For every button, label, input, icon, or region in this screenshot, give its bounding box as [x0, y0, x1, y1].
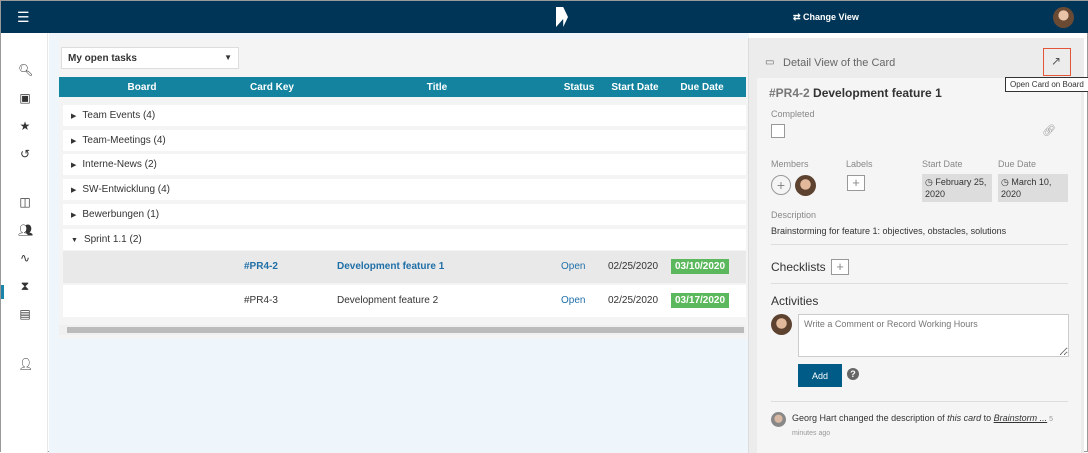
col-title[interactable]: Title [426, 82, 448, 93]
group-label: SW-Entwicklung (4) [82, 184, 171, 195]
card-detail: #PR4-2 Development feature 1 Completed 🔗… [757, 78, 1081, 453]
due-date-label: Due Date [998, 159, 1037, 169]
caret-right-icon: ▶ [71, 212, 77, 219]
team-icon[interactable]: 👥︎ [18, 223, 34, 237]
col-status[interactable]: Status [563, 82, 595, 93]
group-row[interactable]: ▶ Team Events (4) [63, 105, 746, 126]
hamburger-menu-icon[interactable]: ☰ [17, 9, 30, 25]
start-date: 02/25/2020 [608, 295, 659, 306]
activity-icon[interactable]: ∿ [19, 251, 31, 265]
card-title[interactable]: Development feature 2 [337, 295, 439, 306]
group-row-expanded[interactable]: ▼ Sprint 1.1 (2) [63, 229, 746, 250]
board-icon[interactable]: ◫ [19, 195, 31, 209]
due-date-text: March 10, 2020 [1001, 177, 1052, 199]
activity-text: to [981, 413, 994, 423]
group-row[interactable]: ▶ Bewerbungen (1) [63, 204, 746, 225]
col-card-key[interactable]: Card Key [250, 82, 294, 93]
members-label: Members [771, 159, 809, 169]
add-label-button[interactable]: + [847, 175, 865, 191]
activity-link[interactable]: Brainstorm ... [993, 413, 1048, 423]
group-label: Bewerbungen (1) [82, 209, 160, 220]
activity-user-avatar [771, 412, 786, 427]
col-start-date[interactable]: Start Date [611, 82, 659, 93]
external-link-icon: ↗ [1051, 54, 1062, 68]
archive-icon[interactable]: ▤ [19, 307, 31, 321]
card-key[interactable]: #PR4-3 [244, 295, 278, 306]
labels-label: Labels [846, 159, 873, 169]
table-row[interactable]: #PR4-3 Development feature 2 Open 02/25/… [63, 285, 746, 317]
card-key[interactable]: #PR4-2 [244, 261, 278, 272]
link-icon[interactable]: 🔗︎ [1042, 125, 1056, 137]
card-title: Development feature 1 [813, 86, 942, 100]
description-label: Description [771, 210, 817, 220]
comment-input[interactable] [798, 314, 1069, 357]
group-label: Team Events (4) [82, 110, 156, 121]
hourglass-icon[interactable]: ⧗ [20, 279, 30, 293]
card-key: #PR4-2 [769, 86, 810, 100]
activity-entry: Georg Hart changed the description of th… [792, 412, 1072, 440]
history-icon[interactable]: ↺ [19, 147, 31, 161]
add-comment-button[interactable]: Add [798, 364, 842, 387]
table-header: Board Card Key Title Status Start Date D… [59, 77, 746, 97]
caret-down-icon: ▼ [71, 237, 78, 244]
caret-right-icon: ▶ [71, 113, 77, 120]
change-view-button[interactable]: ⇄ Change View [793, 12, 859, 22]
col-due-date[interactable]: Due Date [680, 82, 724, 93]
caret-right-icon: ▶ [71, 138, 77, 145]
activity-user: Georg Hart [792, 413, 837, 423]
add-member-button[interactable]: + [771, 175, 791, 195]
start-date-text: February 25, 2020 [925, 177, 987, 199]
top-bar: ☰ ⇄ Change View [1, 1, 1088, 33]
start-date: 02/25/2020 [608, 261, 659, 272]
user-avatar[interactable] [1053, 7, 1074, 28]
activity-time: 5 minutes ago [792, 416, 1053, 437]
search-icon[interactable]: 🔍︎ [18, 63, 34, 77]
caret-right-icon: ▶ [71, 162, 77, 169]
table-row-selected[interactable]: #PR4-2 Development feature 1 Open 02/25/… [63, 251, 746, 283]
add-checklist-button[interactable]: + [831, 259, 849, 275]
caret-right-icon: ▶ [71, 187, 77, 194]
card-status: Open [561, 295, 586, 306]
help-icon[interactable]: ? [847, 368, 859, 380]
tooltip: Open Card on Board [1005, 77, 1088, 92]
description-text[interactable]: Brainstorming for feature 1: objectives,… [771, 226, 1007, 236]
open-card-on-board-button[interactable]: ↗ [1043, 48, 1071, 76]
member-avatar[interactable] [795, 175, 816, 196]
dropdown-arrow-icon: ▼ [224, 53, 232, 62]
start-date-label: Start Date [922, 159, 963, 169]
new-document-icon[interactable]: ▣ [19, 91, 31, 105]
group-label: Interne-News (2) [82, 159, 157, 170]
completed-checkbox[interactable] [771, 124, 785, 138]
completed-label: Completed [771, 109, 815, 119]
card-icon: ▭ [765, 57, 775, 68]
star-icon[interactable]: ★ [19, 119, 31, 133]
card-status: Open [561, 261, 586, 272]
group-row[interactable]: ▶ Team-Meetings (4) [63, 130, 746, 151]
app-logo[interactable] [556, 7, 568, 27]
activities-heading: Activities [771, 294, 819, 308]
task-filter-select[interactable]: My open tasks ▼ [61, 47, 239, 69]
due-date-badge: 03/17/2020 [671, 293, 730, 308]
start-date-value[interactable]: ◷ February 25, 2020 [922, 174, 992, 202]
activity-target: this card [947, 413, 982, 423]
panel-title: Detail View of the Card [783, 57, 896, 69]
horizontal-scrollbar[interactable] [59, 325, 746, 335]
sidebar: 🔍︎ ▣ ★ ↺ ◫ 👥︎ ∿ ⧗ ▤ 👤︎ [1, 33, 48, 453]
group-row[interactable]: ▶ Interne-News (2) [63, 154, 746, 175]
activity-text: changed the description of [836, 413, 948, 423]
active-indicator [1, 285, 4, 299]
current-user-avatar [771, 314, 792, 335]
card-detail-panel: ▭ Detail View of the Card ↗ Open Card on… [748, 38, 1088, 453]
card-title[interactable]: Development feature 1 [337, 261, 445, 272]
checklists-heading: Checklists [771, 260, 826, 274]
user-icon[interactable]: 👤︎ [18, 357, 34, 371]
group-label: Team-Meetings (4) [82, 135, 166, 146]
col-board[interactable]: Board [127, 82, 157, 93]
filter-value: My open tasks [68, 53, 137, 64]
due-date-badge: 03/10/2020 [671, 259, 730, 274]
group-row[interactable]: ▶ SW-Entwicklung (4) [63, 179, 746, 200]
due-date-value[interactable]: ◷ March 10, 2020 [998, 174, 1068, 202]
group-label: Sprint 1.1 (2) [83, 234, 142, 245]
